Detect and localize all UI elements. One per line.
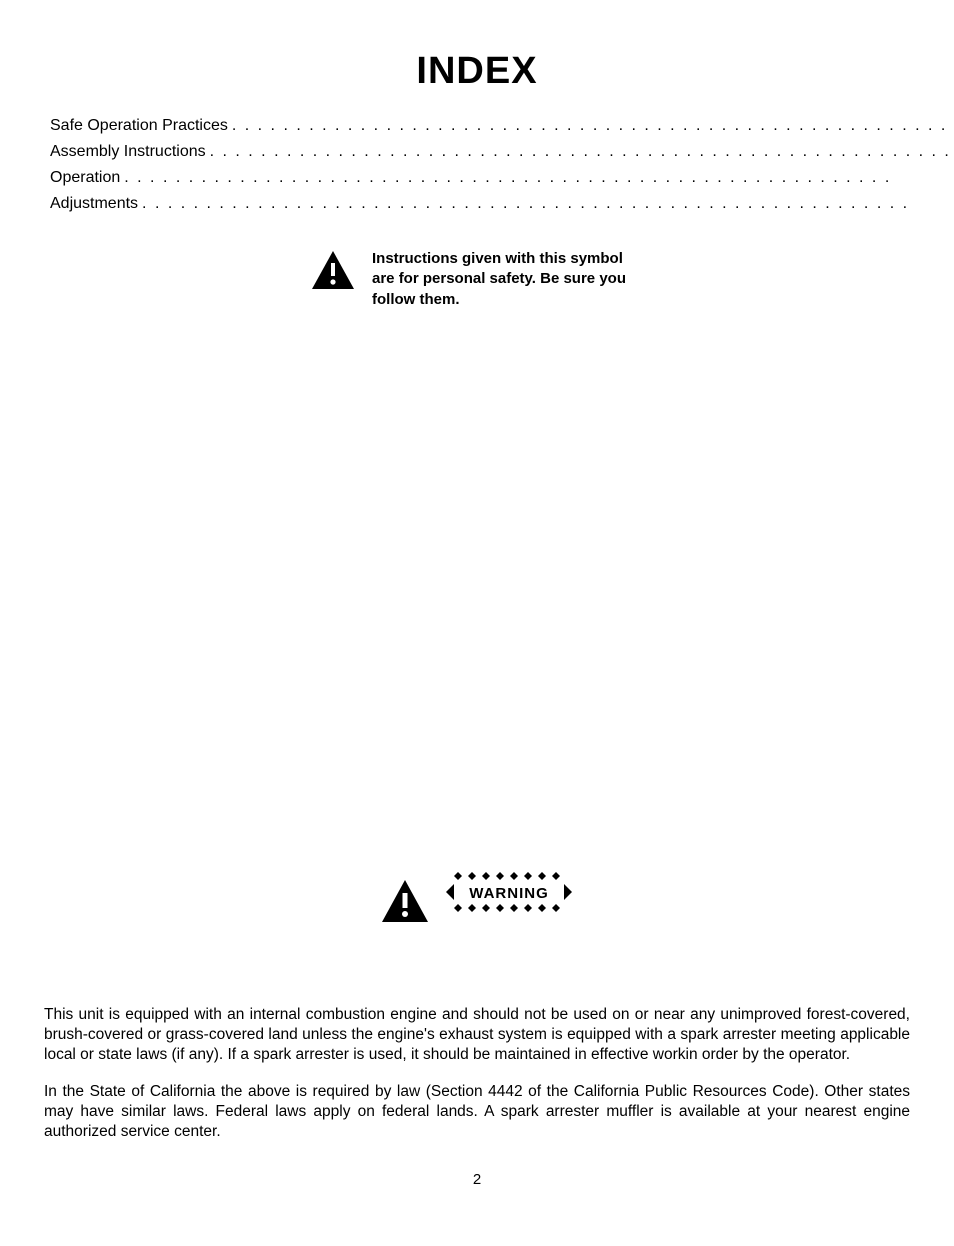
toc-leader-dots xyxy=(138,195,954,213)
toc-row: Safe Operation Practices 3 xyxy=(50,117,954,135)
toc-leader-dots xyxy=(206,143,954,161)
page-number: 2 xyxy=(0,1171,954,1188)
index-columns: Safe Operation Practices 3 Assembly Inst… xyxy=(50,117,904,221)
page-title: INDEX xyxy=(50,50,904,93)
paragraph: In the State of California the above is … xyxy=(44,1082,910,1141)
safety-note-text: Instructions given with this symbol are … xyxy=(372,249,644,310)
toc-row: Operation 7 xyxy=(50,169,954,187)
toc-leader-dots xyxy=(228,117,954,135)
warning-label-frame: WARNING xyxy=(444,870,574,937)
warning-triangle-icon xyxy=(310,249,356,296)
toc-row: Assembly Instructions 4 xyxy=(50,143,954,161)
warning-body-text: This unit is equipped with an internal c… xyxy=(44,1005,910,1160)
toc-label: Safe Operation Practices xyxy=(50,117,228,135)
page: INDEX Safe Operation Practices 3 Assembl… xyxy=(0,0,954,1246)
toc-left-column: Safe Operation Practices 3 Assembly Inst… xyxy=(50,117,954,221)
toc-row: Adjustments 8 xyxy=(50,195,954,213)
toc-label: Assembly Instructions xyxy=(50,143,206,161)
warning-triangle-icon xyxy=(380,878,430,929)
toc-label: Operation xyxy=(50,169,120,187)
toc-label: Adjustments xyxy=(50,195,138,213)
safety-note: Instructions given with this symbol are … xyxy=(310,249,644,310)
warning-block: WARNING xyxy=(0,870,954,937)
warning-label: WARNING xyxy=(459,881,559,906)
paragraph: This unit is equipped with an internal c… xyxy=(44,1005,910,1064)
toc-leader-dots xyxy=(120,169,954,187)
